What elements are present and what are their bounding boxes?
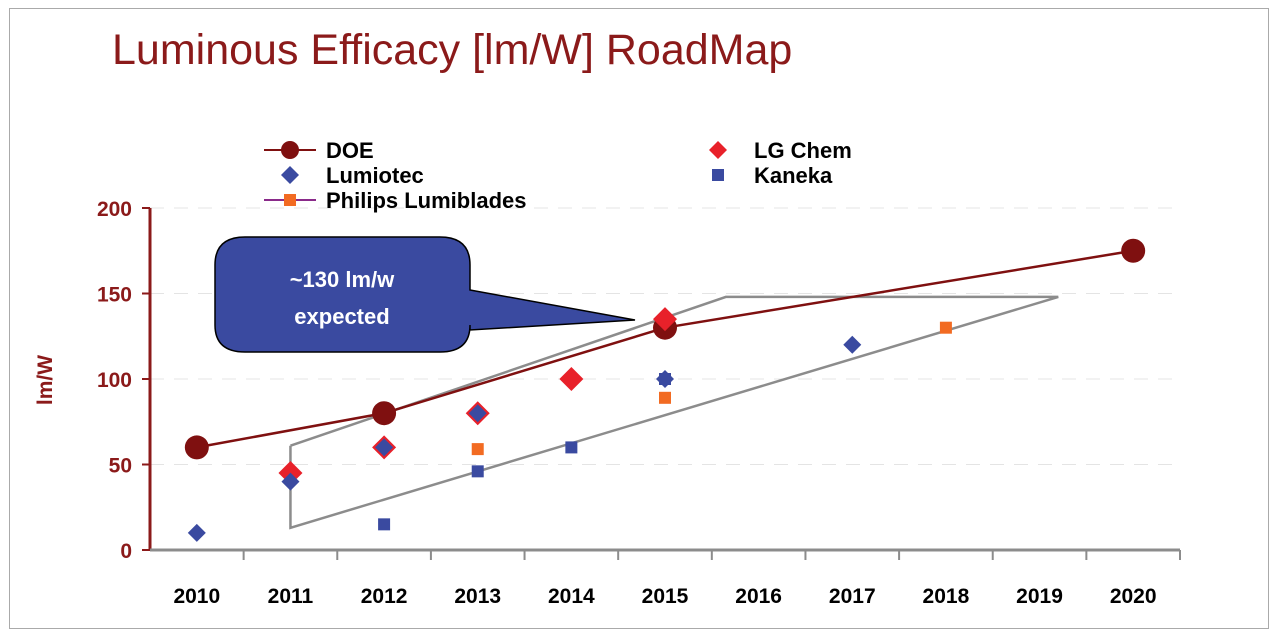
x-tick-label: 2014 bbox=[548, 585, 595, 608]
y-tick-label: 50 bbox=[109, 455, 132, 478]
callout-bubble bbox=[214, 236, 636, 353]
y-axis-label: lm/W bbox=[34, 355, 57, 405]
doe-line bbox=[196, 249, 1134, 449]
lumiotec-point bbox=[468, 404, 487, 423]
lumiotec-point bbox=[375, 438, 394, 457]
philips-lumiblades-point bbox=[659, 391, 671, 404]
kaneka-point bbox=[471, 465, 484, 478]
legend-label-doe: DOE bbox=[326, 138, 374, 163]
kaneka-point bbox=[378, 518, 391, 531]
x-tick-label: 2012 bbox=[361, 585, 408, 608]
lg-chem-point bbox=[653, 307, 677, 332]
doe-point bbox=[372, 401, 397, 426]
x-tick-label: 2020 bbox=[1110, 585, 1157, 608]
lumiotec-point bbox=[187, 523, 206, 542]
x-tick-label: 2011 bbox=[268, 585, 314, 608]
legend-label-philips-lumiblades: Philips Lumiblades bbox=[326, 188, 526, 213]
legend-marker-kaneka bbox=[712, 169, 724, 181]
x-tick-label: 2019 bbox=[1016, 585, 1063, 608]
trend-band bbox=[289, 295, 1059, 530]
x-tick-label: 2018 bbox=[923, 585, 970, 608]
y-tick-label: 0 bbox=[120, 540, 132, 563]
legend-marker-lg-chem bbox=[709, 141, 727, 159]
x-tick-label: 2016 bbox=[735, 585, 782, 608]
callout-text-line2: expected bbox=[294, 304, 389, 329]
chart-frame bbox=[9, 8, 1269, 629]
doe-point bbox=[184, 435, 209, 460]
y-tick-label: 150 bbox=[97, 284, 132, 307]
x-tick-label: 2017 bbox=[829, 585, 876, 608]
legend-marker-doe bbox=[281, 141, 299, 159]
philips-lumiblades-point bbox=[471, 443, 484, 456]
x-tick-label: 2013 bbox=[454, 585, 501, 608]
lumiotec-point bbox=[656, 370, 674, 388]
lumiotec-point bbox=[843, 335, 862, 354]
y-tick-label: 100 bbox=[97, 369, 132, 392]
legend-label-lg-chem: LG Chem bbox=[754, 138, 852, 163]
kaneka-point bbox=[565, 441, 578, 454]
doe-point bbox=[1121, 238, 1146, 263]
legend-marker-philips-lumiblades bbox=[284, 194, 296, 206]
chart-title: Luminous Efficacy [lm/W] RoadMap bbox=[112, 26, 793, 74]
lumiotec-point bbox=[281, 472, 300, 491]
y-tick-label: 200 bbox=[97, 198, 132, 221]
lg-chem-point bbox=[559, 367, 584, 391]
x-tick-label: 2010 bbox=[173, 585, 220, 608]
legend-marker-lumiotec bbox=[281, 166, 299, 184]
x-tick-label: 2015 bbox=[642, 585, 689, 608]
legend-label-lumiotec: Lumiotec bbox=[326, 163, 424, 188]
legend-label-kaneka: Kaneka bbox=[754, 163, 833, 188]
philips-lumiblades-point bbox=[939, 321, 952, 334]
callout-text-line1: ~130 lm/w bbox=[290, 267, 395, 292]
